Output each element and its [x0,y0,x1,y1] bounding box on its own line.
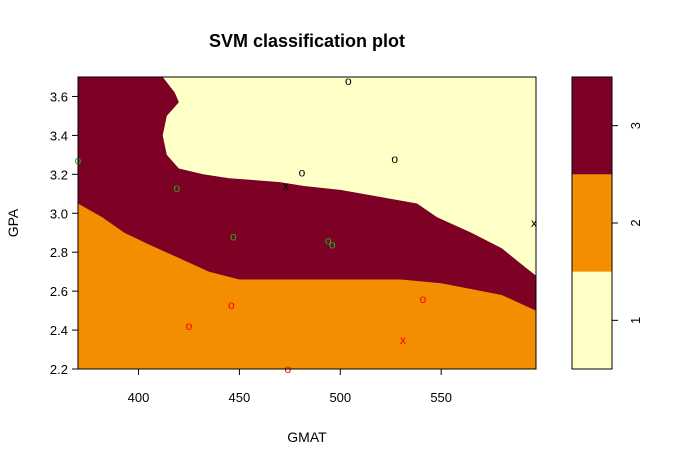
data-point: o [420,292,427,306]
y-tick-label: 3.6 [50,89,68,104]
legend-frame [571,76,613,370]
y-tick-label: 3.0 [50,206,68,221]
regions-layer [78,77,536,311]
data-point: o [228,298,235,312]
data-point: o [325,234,332,248]
data-point: o [230,230,237,244]
region-class-1 [128,77,536,276]
y-axis: 2.2 2.4 2.6 2.8 3.0 3.2 3.4 3.6 [50,89,79,377]
y-tick-label: 3.2 [50,167,68,182]
x-axis: 400 450 500 550 [128,368,452,405]
data-point: o [174,181,181,195]
legend-tick-label: 2 [628,219,643,226]
chart-title: SVM classification plot [209,31,405,51]
x-tick-label: 400 [128,390,150,405]
legend-colorbar: 1 2 3 [571,76,643,370]
y-tick-label: 2.4 [50,323,68,338]
plot-area: ooooooooxooooxx [75,74,537,376]
data-point: x [283,179,289,193]
legend-swatch-2 [572,174,612,272]
y-tick-label: 3.4 [50,128,68,143]
y-tick-label: 2.6 [50,284,68,299]
data-point: o [186,319,193,333]
legend-swatch-3 [572,77,612,175]
y-axis-label: GPA [5,208,21,237]
y-tick-label: 2.2 [50,362,68,377]
y-tick-label: 2.8 [50,245,68,260]
data-point: x [531,216,537,230]
x-tick-label: 550 [430,390,452,405]
x-tick-label: 500 [329,390,351,405]
data-point: o [345,74,352,88]
legend-swatch-1 [572,271,612,369]
data-point: o [329,237,336,251]
legend-tick-label: 1 [628,317,643,324]
data-point: x [400,333,406,347]
x-tick-label: 450 [229,390,251,405]
data-point: o [391,152,398,166]
data-point: o [299,165,306,179]
x-axis-label: GMAT [287,429,327,445]
legend-tick-label: 3 [628,122,643,129]
